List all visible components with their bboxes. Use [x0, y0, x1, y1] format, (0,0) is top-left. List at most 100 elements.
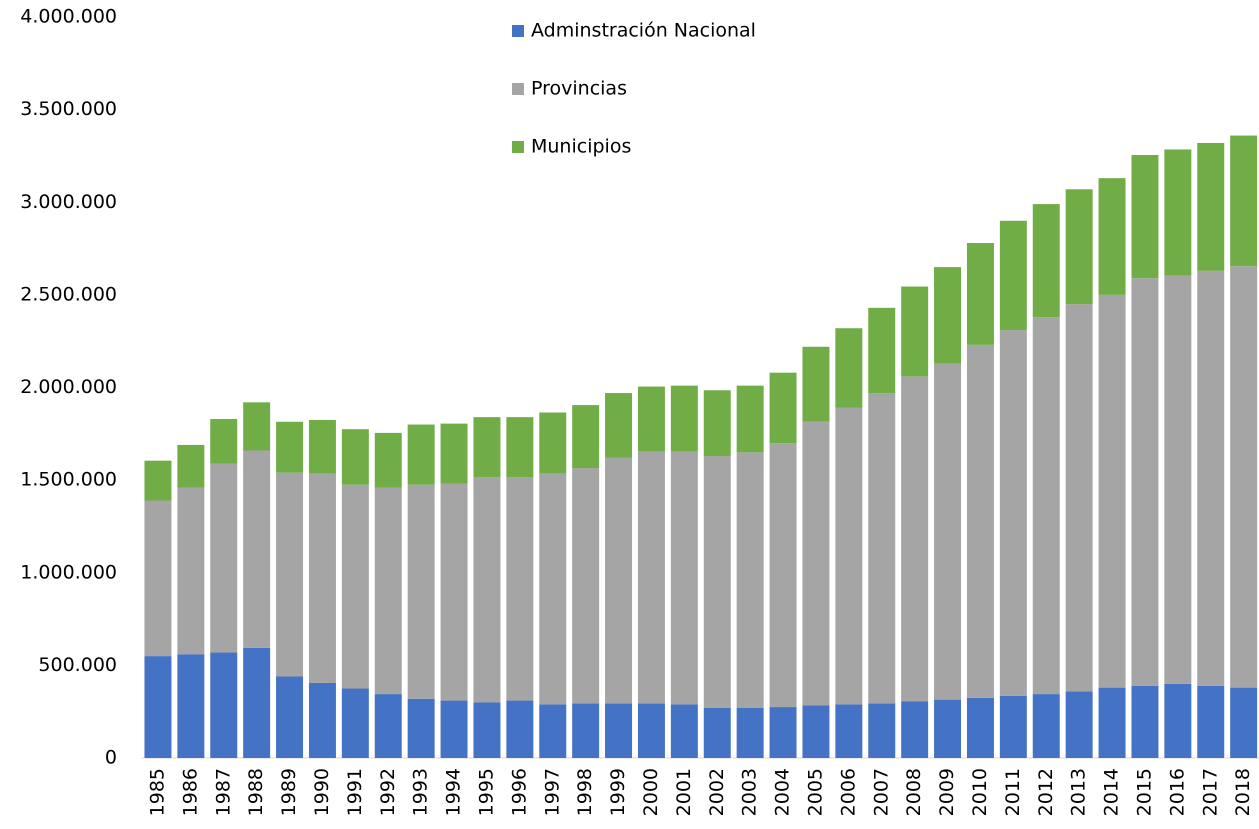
bar-segment — [572, 703, 600, 758]
bar-segment — [341, 688, 369, 758]
x-tick-label: 1993 — [410, 768, 432, 816]
bar-segment — [999, 330, 1027, 696]
bar-segment — [835, 704, 863, 758]
x-tick-label: 1988 — [245, 768, 267, 816]
bar-segment — [539, 412, 567, 474]
bar-segment — [901, 701, 929, 758]
x-tick-label: 2003 — [739, 768, 761, 816]
x-tick-label: 1998 — [574, 768, 596, 816]
x-tick-label: 2002 — [706, 768, 728, 816]
x-tick-label: 1996 — [508, 768, 530, 816]
x-tick-label: 1985 — [146, 768, 168, 816]
bar-segment — [210, 463, 238, 653]
bar-segment — [769, 707, 797, 758]
x-tick-label: 1990 — [311, 768, 333, 816]
y-tick-label: 1.500.000 — [20, 469, 117, 491]
bar-segment — [243, 647, 271, 758]
x-tick-label: 2001 — [673, 768, 695, 816]
bar-segment — [1131, 278, 1159, 686]
x-tick-label: 2014 — [1101, 768, 1123, 816]
y-tick-label: 3.000.000 — [20, 191, 117, 213]
bar-segment — [966, 697, 994, 758]
bar-segment — [802, 705, 830, 758]
bar-segment — [637, 703, 665, 758]
x-tick-label: 1989 — [278, 768, 300, 816]
bar-segment — [276, 676, 304, 758]
bar-segment — [999, 695, 1027, 758]
bar-segment — [802, 421, 830, 706]
bar-segment — [1230, 687, 1258, 758]
x-tick-label: 2009 — [936, 768, 958, 816]
bar-segment — [1197, 142, 1225, 271]
x-tick-label: 1995 — [475, 768, 497, 816]
legend-label: Municipios — [531, 136, 631, 158]
bar-segment — [407, 698, 435, 758]
y-tick-label: 1.000.000 — [20, 561, 117, 583]
bar-segment — [934, 699, 962, 758]
bar-segment — [769, 372, 797, 444]
bar-segment — [703, 707, 731, 758]
bar-segment — [539, 704, 567, 758]
bar-segment — [506, 477, 534, 701]
bar-segment — [670, 385, 698, 452]
bar-segment — [374, 432, 402, 488]
bar-segment — [1197, 270, 1225, 686]
bar-segment — [1098, 178, 1126, 295]
x-tick-label: 1999 — [607, 768, 629, 816]
bar-segment — [572, 468, 600, 704]
bar-segment — [177, 654, 205, 758]
x-tick-label: 2008 — [903, 768, 925, 816]
x-tick-label: 2010 — [969, 768, 991, 816]
bar-segment — [736, 452, 764, 708]
x-tick-label: 2005 — [804, 768, 826, 816]
y-tick-label: 2.500.000 — [20, 283, 117, 305]
y-tick-label: 3.500.000 — [20, 98, 117, 120]
bar-segment — [1131, 155, 1159, 279]
bar-segment — [144, 460, 172, 501]
bar-segment — [999, 220, 1027, 331]
bar-segment — [703, 390, 731, 457]
bar-segment — [341, 484, 369, 689]
bar-segment — [1032, 694, 1060, 758]
x-tick-label: 1986 — [179, 768, 201, 816]
bar-segment — [276, 472, 304, 677]
bar-segment — [901, 376, 929, 702]
bar-segment — [1032, 204, 1060, 318]
bar-segment — [177, 444, 205, 488]
bar-segment — [868, 307, 896, 394]
bar-segment — [1131, 685, 1159, 758]
bar-segment — [637, 386, 665, 452]
bar-segment — [670, 451, 698, 705]
bar-segment — [605, 703, 633, 758]
y-tick-label: 2.000.000 — [20, 376, 117, 398]
bar-segment — [605, 393, 633, 458]
bar-segment — [670, 704, 698, 758]
bar-segment — [1098, 294, 1126, 688]
x-tick-label: 2011 — [1002, 768, 1024, 816]
legend-swatch — [512, 25, 524, 37]
x-tick-label: 2017 — [1199, 768, 1221, 816]
x-tick-label: 2000 — [640, 768, 662, 816]
bar-segment — [243, 450, 271, 648]
bar-segment — [1164, 275, 1192, 684]
bar-segment — [736, 707, 764, 758]
bar-segment — [374, 694, 402, 758]
x-tick-label: 2007 — [870, 768, 892, 816]
x-tick-label: 1987 — [212, 768, 234, 816]
bar-segment — [341, 429, 369, 485]
bar-segment — [440, 483, 468, 701]
bar-segment — [802, 346, 830, 422]
bar-segment — [934, 363, 962, 700]
legend-swatch — [512, 141, 524, 153]
bar-segment — [934, 267, 962, 364]
bar-segment — [1098, 687, 1126, 758]
bar-segment — [374, 487, 402, 695]
legend-label: Adminstración Nacional — [531, 20, 756, 42]
bar-segment — [440, 423, 468, 484]
bar-segment — [407, 424, 435, 485]
x-tick-label: 2012 — [1035, 768, 1057, 816]
bar-segment — [539, 473, 567, 705]
bar-segment — [276, 421, 304, 473]
bar-segment — [868, 703, 896, 758]
